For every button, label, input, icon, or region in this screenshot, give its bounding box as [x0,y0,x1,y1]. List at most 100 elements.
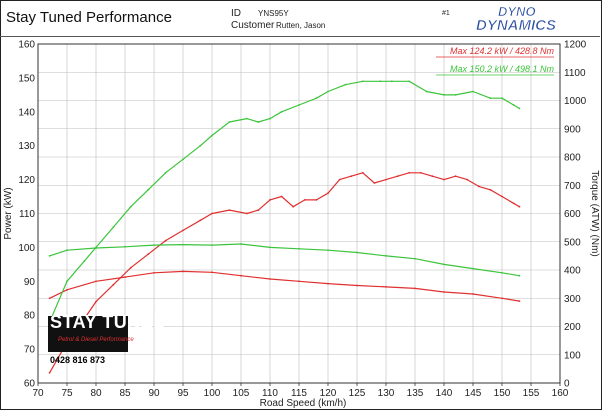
series-point-green-power [66,280,68,283]
series-point-red-torque [211,271,213,274]
x-tick-label: 135 [407,388,424,399]
series-line-green-torque [49,243,520,277]
series-point-green-power [489,97,492,100]
series-point-red-power [199,219,202,222]
customer-label: Customer [231,20,275,31]
y-right-tick-label: 700 [564,181,581,192]
series-point-green-power [228,121,231,123]
series-point-red-torque [298,280,300,283]
id-value: YNS95Y [258,9,289,18]
x-tick-label: 150 [494,388,511,399]
series-point-red-power [361,171,364,174]
y-left-tick-label: 150 [18,73,35,84]
series-point-green-power [344,83,347,86]
series-point-green-power [257,121,260,123]
series-point-green-power [501,97,503,100]
series-point-green-power [472,90,474,93]
stay-tuned-subtitle: Petrol & Diesel Performance [58,337,134,343]
report-title: Stay Tuned Performance [6,9,172,26]
x-tick-label: 105 [233,388,250,399]
series-point-red-torque [327,282,329,285]
series-point-red-power [292,205,295,208]
series-point-green-power [164,171,167,174]
series-point-green-power [129,205,132,208]
series-point-red-power [419,171,422,174]
series-point-green-torque [182,243,184,246]
y-left-tick-label: 120 [18,175,35,186]
series-point-red-torque [182,270,184,273]
series-point-red-power [257,209,260,212]
series-point-red-torque [48,297,51,300]
y-right-tick-label: 900 [564,124,581,135]
series-point-red-torque [356,284,358,287]
series-point-green-torque [48,255,51,257]
series-point-green-power [211,134,213,137]
y-left-tick-label: 160 [18,40,35,51]
series-point-red-power [245,212,248,215]
series-point-red-power [95,300,97,303]
y-left-tick-label: 60 [24,379,36,390]
dyno-chart: 70 75 80 85 90 95 100 105 110 115 120 125 130 135 140 1… [3,40,600,410]
x-tick-label: 90 [148,388,160,399]
series-point-green-power [379,80,382,83]
series-point-red-torque [414,287,416,290]
x-axis-title: Road Speed (km/h) [260,398,347,409]
y-left-tick-label: 80 [24,311,36,322]
series-point-red-power [327,192,329,195]
y-right-tick-label: 400 [564,266,581,277]
id-label: ID [231,8,241,19]
series-point-red-torque [240,274,242,277]
y-right-tick-label: 0 [564,379,570,390]
x-tick-label: 120 [320,388,337,399]
series-point-red-power [396,175,399,178]
series-point-red-power [443,178,445,181]
series-point-red-power [280,195,283,198]
series-point-green-power [361,80,364,83]
header-divider [0,36,600,37]
series-point-green-power [327,90,329,93]
x-tick-label: 125 [349,388,366,399]
series-point-red-power [454,175,457,178]
series-point-green-torque [153,244,155,247]
y-right-tick-label: 500 [564,237,581,248]
logo-line-2: DYNAMICS [476,17,556,33]
x-tick-label: 130 [378,388,395,399]
y-left-tick-label: 70 [24,345,36,356]
series-point-green-power [280,110,283,113]
series-point-red-power [350,175,353,178]
phone-number: 0428 816 873 [50,355,106,365]
logo-line-1: DYNO [498,4,536,19]
series-point-red-power [228,209,231,212]
x-tick-label: 155 [523,388,540,399]
series-point-red-power [211,212,213,215]
customer-value: Rutten, Jason [276,21,326,30]
series-point-green-torque [298,247,300,250]
x-tick-label: 75 [61,388,73,399]
series-point-green-torque [501,271,503,274]
series-point-green-power [408,80,411,83]
series-point-green-power [147,188,150,191]
series-point-green-power [298,104,300,106]
series-point-red-power [338,178,341,181]
series-point-red-power [385,178,387,181]
series-line-red-torque [49,270,520,302]
x-tick-label: 85 [119,388,131,399]
y-left-tick-label: 110 [19,209,35,220]
series-point-green-power [199,144,202,147]
y-left-tick-label: 140 [18,107,35,118]
report-header: Stay Tuned Performance ID YNS95Y Custome… [0,0,600,36]
series-point-green-power [425,90,428,93]
series-point-red-power [303,199,306,201]
series-point-red-power [315,199,318,201]
series-point-green-torque [443,263,445,266]
series-point-red-power [182,229,184,232]
series-point-green-power [512,104,515,106]
series-point-green-power [390,80,393,83]
max-annotation-red: Max 124.2 kW / 428.8 Nm [450,46,555,56]
series-point-red-power [501,195,503,198]
x-tick-label: 145 [465,388,482,399]
series-point-green-torque [472,267,474,270]
y-right-tick-label: 1100 [564,68,586,79]
series-point-green-torque [66,249,68,252]
y-right-tick-label: 1000 [564,96,587,107]
